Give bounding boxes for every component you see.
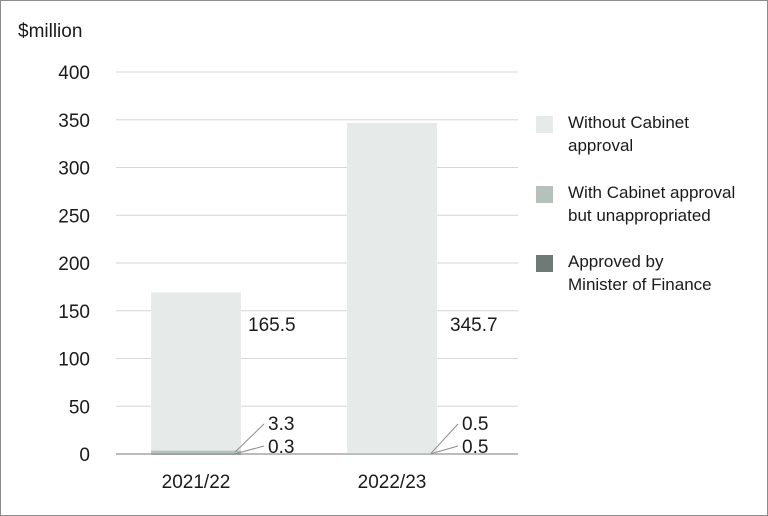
x-tick-label: 2022/23 — [358, 472, 427, 493]
y-tick-label: 50 — [69, 397, 90, 418]
data-label: 345.7 — [450, 315, 498, 336]
legend-label: Approved by — [568, 252, 664, 271]
y-tick-label: 300 — [58, 159, 90, 180]
leader-line — [430, 445, 459, 455]
legend-swatch — [536, 255, 553, 272]
y-tick-label: 350 — [58, 111, 90, 132]
legend-swatch — [536, 116, 553, 133]
data-label: 0.5 — [462, 437, 488, 458]
data-label: 165.5 — [248, 315, 296, 336]
bar-segment — [347, 453, 437, 455]
y-tick-label: 0 — [79, 445, 90, 466]
y-unit-label: $million — [18, 21, 82, 42]
bar-segment — [151, 292, 241, 451]
leader-line — [234, 423, 265, 453]
x-axis-ticks: 2021/22 2022/23 — [162, 472, 427, 493]
legend-label: Minister of Finance — [568, 275, 712, 294]
legend-label: Without Cabinet — [568, 113, 689, 132]
legend-label: approval — [568, 136, 633, 155]
legend-label: but unappropriated — [568, 206, 711, 225]
x-tick-label: 2021/22 — [162, 472, 231, 493]
data-label: 0.3 — [268, 437, 294, 458]
y-tick-label: 100 — [58, 350, 90, 371]
y-tick-label: 150 — [58, 302, 90, 323]
bar-segment — [347, 122, 437, 454]
legend: Without Cabinet approval With Cabinet appr… — [536, 113, 735, 294]
y-tick-label: 250 — [58, 206, 90, 227]
data-label: 3.3 — [268, 414, 294, 435]
y-tick-label: 200 — [58, 254, 90, 275]
y-axis-ticks: 0 50 100 150 200 250 300 350 400 — [58, 63, 90, 466]
bar-segment — [151, 450, 241, 454]
y-tick-label: 400 — [58, 63, 90, 84]
bars: 165.5 3.30.3 345.7 0.50.5 — [151, 122, 498, 458]
data-label: 0.5 — [462, 414, 488, 435]
legend-label: With Cabinet approval — [568, 183, 735, 202]
legend-swatch — [536, 186, 553, 203]
leader-line — [234, 445, 265, 455]
leader-line — [430, 423, 459, 454]
bar-segment — [151, 453, 241, 455]
